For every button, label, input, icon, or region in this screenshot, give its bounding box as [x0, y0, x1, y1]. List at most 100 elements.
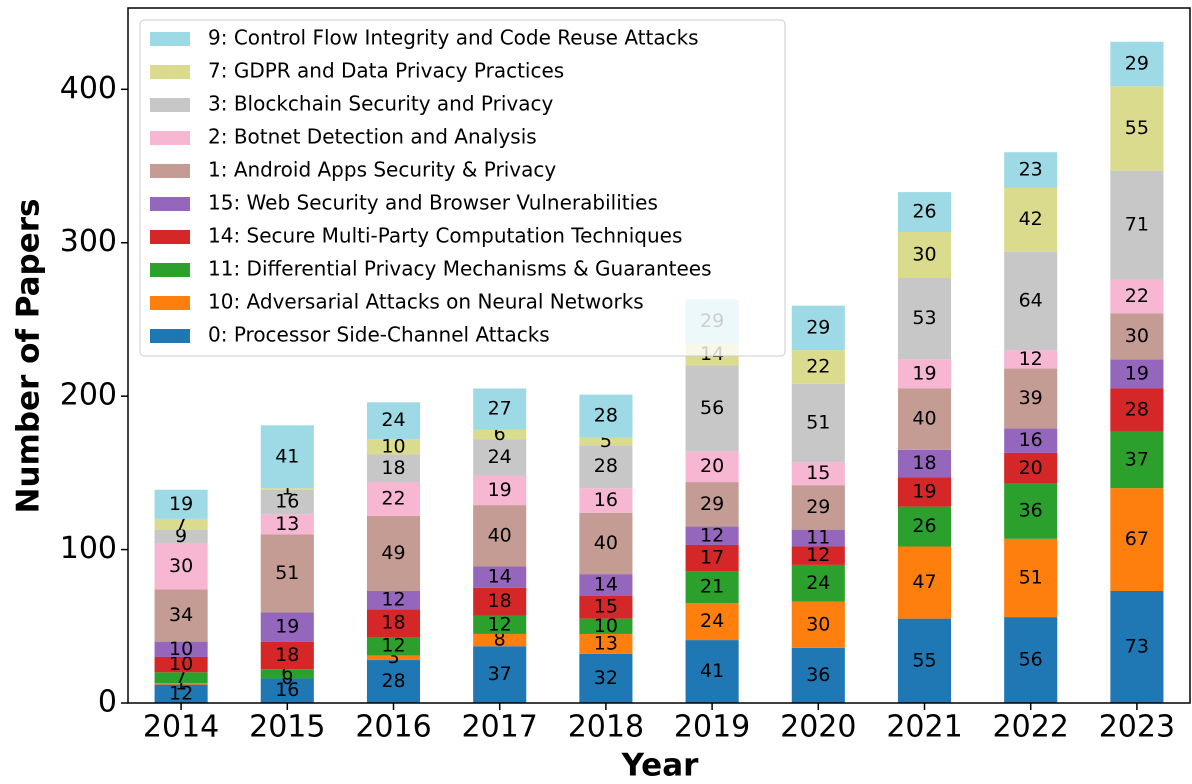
bar-segment	[1110, 41, 1164, 87]
data-label: 37	[1125, 448, 1149, 470]
bar-segment	[791, 601, 845, 648]
bar-segment	[791, 350, 845, 384]
data-label: 18	[381, 612, 405, 634]
data-label: 36	[1019, 500, 1043, 522]
legend-label: 14: Secure Multi-Party Computation Techn…	[208, 224, 682, 248]
legend-swatch	[150, 230, 190, 244]
x-axis-label: Year	[621, 748, 700, 784]
data-label: 19	[169, 493, 193, 515]
bar-segment	[366, 454, 421, 483]
data-label: 18	[912, 452, 936, 474]
data-label: 28	[594, 405, 618, 427]
data-label: 29	[1125, 52, 1149, 74]
data-label: 10	[594, 615, 618, 637]
data-label: 20	[1019, 457, 1043, 479]
data-label: 12	[381, 589, 405, 611]
data-label: 22	[1125, 285, 1149, 307]
bar-segment	[1004, 538, 1058, 618]
bar-segment	[473, 587, 527, 616]
bar-segment	[1110, 313, 1164, 360]
legend-label: 3: Blockchain Security and Privacy	[208, 92, 553, 116]
bar-segment	[791, 529, 845, 547]
legend-swatch	[150, 32, 190, 46]
data-label: 41	[275, 445, 299, 467]
data-label: 11	[806, 527, 830, 549]
x-tick-label: 2020	[780, 710, 856, 745]
data-label: 19	[275, 616, 299, 638]
bar-segment	[154, 529, 208, 544]
bar-segment	[897, 449, 952, 478]
bar-segment	[897, 546, 952, 619]
data-label: 40	[912, 408, 936, 430]
data-label: 9	[175, 525, 187, 547]
bar-segment	[154, 518, 208, 530]
data-label: 24	[488, 446, 512, 468]
bar-segment	[154, 684, 208, 703]
data-label: 29	[806, 316, 830, 338]
bar-segment	[791, 305, 845, 351]
bar-segment	[897, 388, 952, 450]
legend-swatch	[150, 296, 190, 310]
bar-segment	[366, 482, 421, 516]
legend-swatch	[150, 329, 190, 343]
data-label: 67	[1125, 528, 1149, 550]
bar-segment	[366, 655, 421, 661]
bar-segment	[897, 231, 952, 279]
y-tick-label: 100	[60, 531, 117, 566]
data-label: 51	[275, 562, 299, 584]
bar-segment	[1004, 428, 1058, 453]
data-label: 16	[275, 491, 299, 513]
data-label: 29	[806, 496, 830, 518]
bar-segment	[1110, 279, 1164, 314]
bar-segment	[260, 514, 314, 535]
data-label: 15	[594, 596, 618, 618]
bars: 1217101034309719160618195113161412831218…	[154, 41, 1164, 704]
bar-segment	[260, 678, 314, 703]
data-label: 32	[594, 667, 618, 689]
data-label: 26	[912, 201, 936, 223]
data-label: 49	[381, 542, 405, 564]
data-label: 24	[381, 409, 405, 431]
bar-segment	[1110, 488, 1164, 592]
bar-segment	[1004, 368, 1058, 429]
data-label: 18	[275, 644, 299, 666]
plot-frame	[127, 7, 1191, 704]
bar-segment	[579, 488, 633, 513]
data-label: 13	[275, 513, 299, 535]
data-label: 12	[700, 524, 724, 546]
x-tick-label: 2019	[674, 710, 750, 745]
bar-segment	[366, 515, 421, 592]
data-label: 37	[488, 663, 512, 685]
x-tick-label: 2022	[993, 710, 1069, 745]
bar-segment	[1110, 431, 1164, 489]
bar-segment	[791, 485, 845, 530]
data-label: 20	[700, 455, 724, 477]
bar-segment	[473, 566, 527, 588]
data-label: 34	[169, 604, 193, 626]
bar-segment	[366, 637, 421, 656]
legend-box	[139, 19, 786, 357]
bar-segment	[791, 462, 845, 486]
bar-segment	[579, 437, 633, 446]
data-label: 24	[806, 572, 830, 594]
bar-segment	[579, 595, 633, 619]
data-label: 8	[494, 629, 506, 651]
bar-segment	[154, 589, 208, 642]
data-label: 28	[381, 670, 405, 692]
bar-segment	[685, 603, 739, 641]
bar-segment	[260, 488, 314, 490]
legend-swatch	[150, 197, 190, 211]
y-tick-label: 300	[60, 224, 117, 259]
bar-segment	[1004, 617, 1058, 703]
data-label: 22	[806, 356, 830, 378]
legend: 9: Control Flow Integrity and Code Reuse…	[139, 19, 786, 357]
bar-segment	[1004, 483, 1058, 539]
y-tick-label: 200	[60, 378, 117, 413]
legend-label: 15: Web Security and Browser Vulnerabili…	[208, 191, 658, 215]
data-label: 53	[912, 307, 936, 329]
bar-segment	[1004, 251, 1058, 351]
data-label: 21	[700, 576, 724, 598]
bar-segment	[685, 526, 739, 545]
data-label: 64	[1019, 290, 1043, 312]
bar-segment	[1004, 152, 1058, 188]
